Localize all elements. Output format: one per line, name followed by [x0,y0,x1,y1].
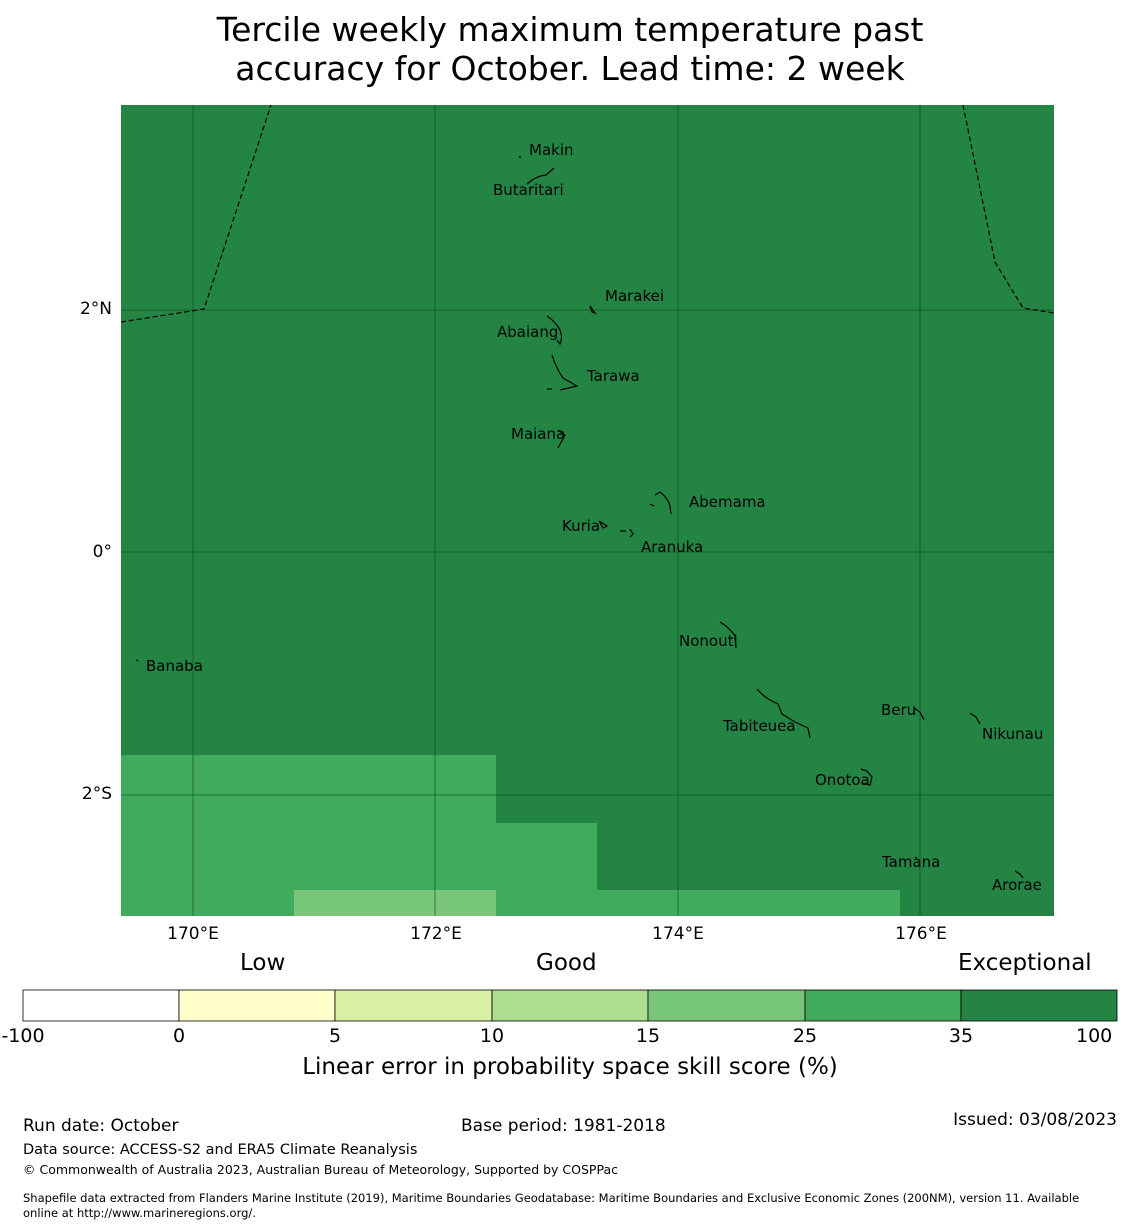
place-label-tabiteuea: Tabiteuea [723,717,796,735]
shapefile-credit-line-1: Shapefile data extracted from Flanders M… [23,1191,1080,1205]
colorbar-bin-15-25 [647,989,806,1022]
lat-label-0: 0° [92,542,112,562]
place-label-kuria: Kuria [562,517,601,535]
colorbar-tick: 5 [328,1025,342,1047]
title-line-2: accuracy for October. Lead time: 2 week [235,49,905,88]
colorbar-tick: 100 [1076,1025,1113,1047]
island-tamana [914,856,918,859]
place-label-arorae: Arorae [992,876,1042,894]
colorbar-bin-25-35 [804,989,962,1022]
colorbar-label: Linear error in probability space skill … [302,1054,838,1080]
data-source: Data source: ACCESS-S2 and ERA5 Climate … [23,1142,418,1158]
place-label-nikunau: Nikunau [982,725,1044,743]
eez-boundary-west [120,104,272,323]
island-maiana [557,429,566,449]
place-label-abemama: Abemama [689,493,766,511]
lon-label-170e: 170°E [167,924,219,944]
island-nonouti [719,621,737,649]
place-label-abaiang: Abaiang [497,323,559,341]
title-line-1: Tercile weekly maximum temperature past [216,10,924,49]
colorbar-bin-5-10 [334,989,493,1022]
copyright: © Commonwealth of Australia 2023, Austra… [23,1162,618,1177]
place-label-tamana: Tamana [882,853,941,871]
map-gridlines [121,105,1054,916]
colorbar-tick: 10 [479,1025,505,1047]
eez-boundary-east [962,104,1055,314]
lon-label-176e: 176°E [895,924,947,944]
island-marakei [589,305,597,315]
place-label-beru: Beru [881,701,917,719]
colorbar-bin-0-5 [178,989,336,1022]
place-label-makin: Makin [529,141,574,159]
lon-label-172e: 172°E [410,924,462,944]
island-beru [913,707,925,721]
island-onotoa [860,768,873,786]
island-abemama [649,491,672,515]
island-aranuka [620,528,634,538]
island-nikunau [969,712,981,725]
place-label-nonouti: Nonouti [679,632,738,650]
run-date: Run date: October [23,1116,179,1136]
colorbar-tick: 0 [172,1025,186,1047]
colorbar-tick: 15 [635,1025,661,1047]
place-label-banaba: Banaba [146,657,203,675]
issued-date: Issued: 03/08/2023 [953,1110,1117,1130]
colorbar-tick: -100 [1,1025,45,1047]
colorbar-tick: 35 [948,1025,974,1047]
chart-title: Tercile weekly maximum temperature past … [0,10,1140,88]
lon-label-174e: 174°E [652,924,704,944]
place-label-onotoa: Onotoa [815,771,870,789]
skill-region-moderate [294,890,496,916]
island-outlines [135,155,1024,879]
colorbar-tick: 25 [792,1025,818,1047]
island-kuria [598,520,609,529]
place-label-tarawa: Tarawa [587,367,640,385]
shapefile-credit-line-2: online at http://www.marineregions.org/. [23,1206,256,1220]
island-makin [518,155,522,159]
place-label-butaritari: Butaritari [493,181,564,199]
colorbar-bin-neg100-0 [22,989,180,1022]
legend-category-good: Good [536,950,597,976]
legend-category-exceptional: Exceptional [958,950,1092,976]
base-period: Base period: 1981-2018 [461,1116,666,1136]
island-banaba [135,659,139,662]
eez-boundary [120,104,1055,323]
island-tabiteuea [756,688,811,739]
colorbar-bin-35-100 [960,989,1118,1022]
island-arorae [1014,870,1024,879]
legend-category-low: Low [240,950,286,976]
lat-label-2s: 2°S [81,784,112,804]
colorbar-bin-10-15 [491,989,649,1022]
colorbar [22,989,1118,1022]
place-label-marakei: Marakei [605,287,665,305]
lat-label-2n: 2°N [79,299,112,319]
island-abaiang [546,315,563,346]
island-tarawa [547,354,579,391]
place-label-aranuka: Aranuka [641,538,704,556]
place-label-maiana: Maiana [511,425,566,443]
island-butaritari [526,167,555,185]
